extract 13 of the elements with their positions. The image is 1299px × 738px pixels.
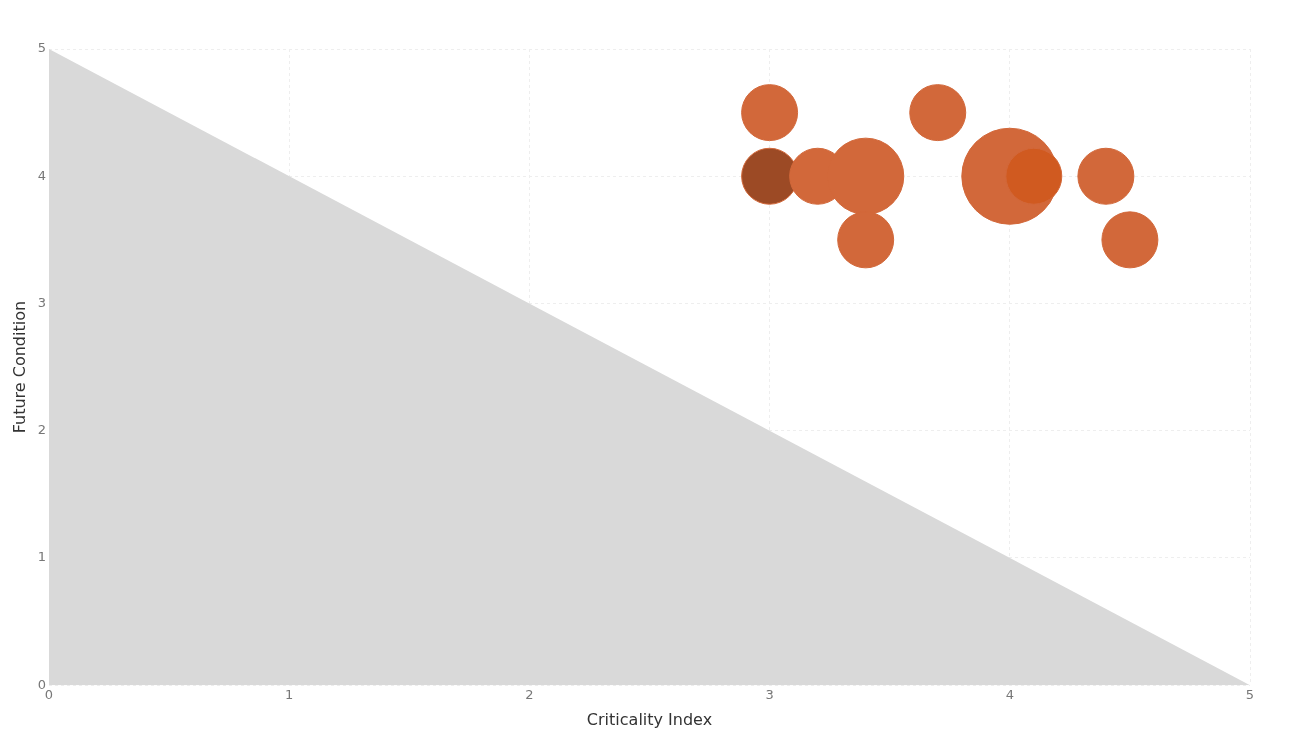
x-tick-label: 2	[525, 687, 534, 703]
x-tick-label: 4	[1005, 687, 1014, 703]
y-tick-label: 5	[37, 40, 46, 56]
y-tick-label: 3	[37, 294, 46, 310]
x-tick-label: 1	[285, 687, 294, 703]
x-axis-title: Criticality Index	[586, 709, 713, 729]
y-tick-label: 4	[37, 167, 46, 183]
y-tick-label: 2	[37, 422, 46, 438]
x-tick-label: 3	[765, 687, 774, 703]
x-tick-label: 5	[1245, 687, 1255, 703]
y-axis-title: Future Condition	[10, 300, 30, 434]
y-tick-label: 0	[37, 676, 46, 692]
y-tick-label: 1	[37, 549, 46, 565]
